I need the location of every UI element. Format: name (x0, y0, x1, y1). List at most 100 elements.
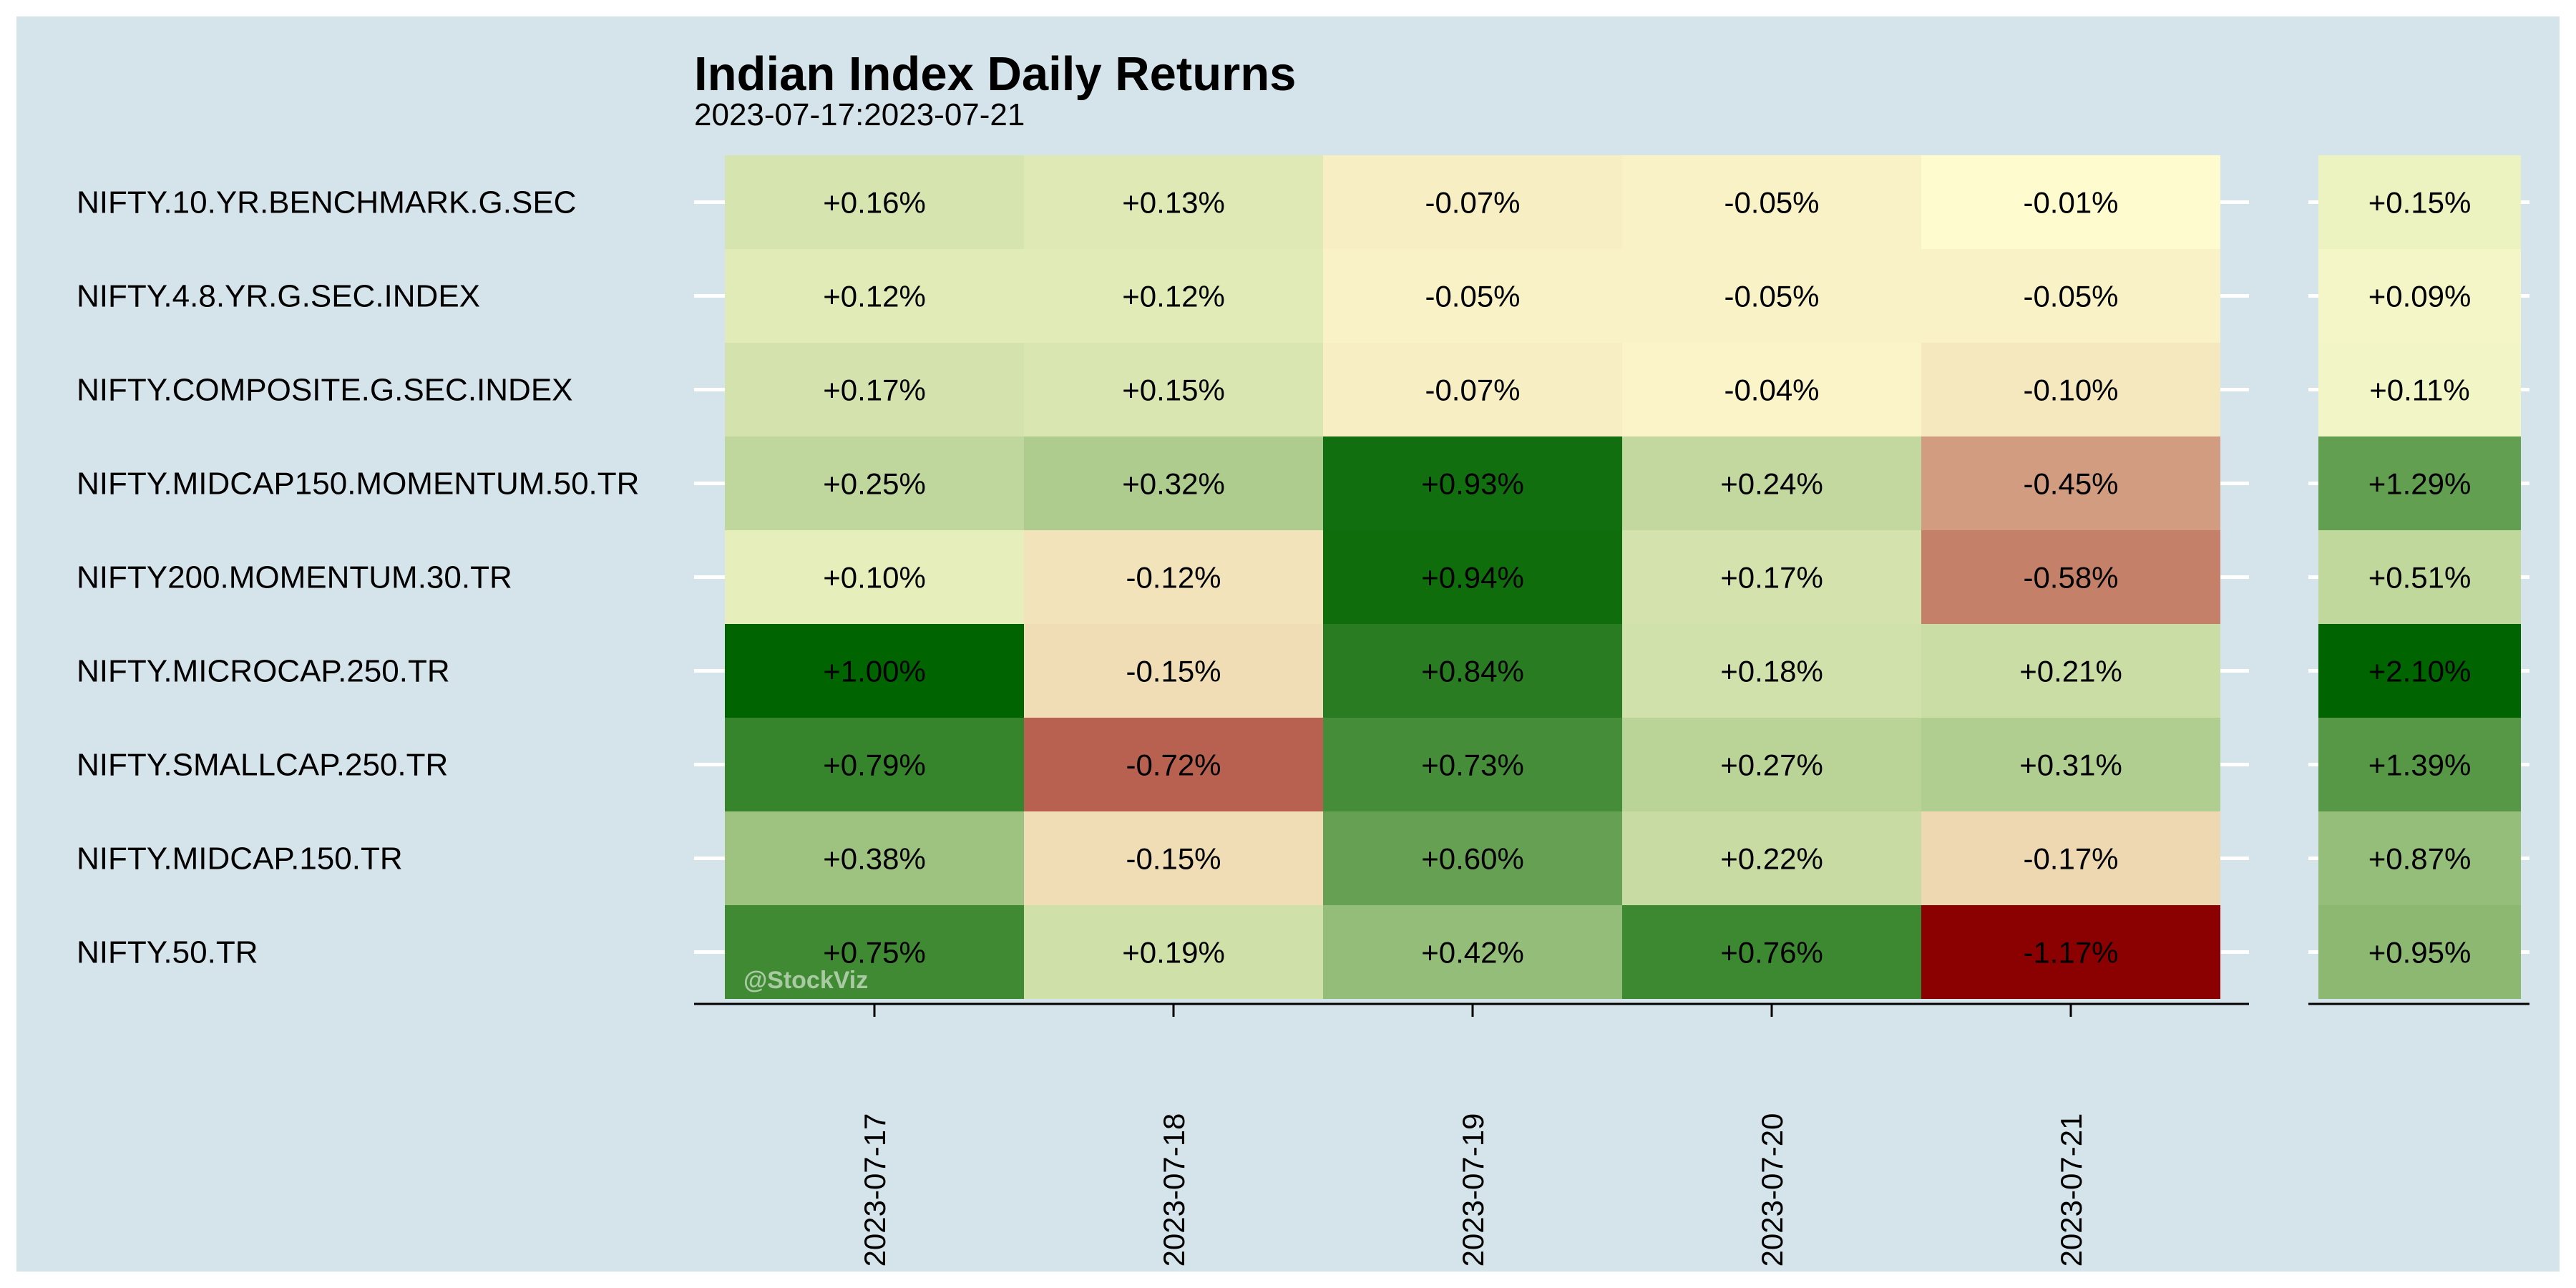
heatmap-cell (1024, 624, 1323, 718)
heatmap-cell (1024, 343, 1323, 436)
heatmap-cell (1622, 155, 1921, 249)
cell-value-label: +0.19% (1122, 936, 1225, 970)
heatmap-cell (725, 624, 1024, 718)
heatmap-cell (1921, 624, 2220, 718)
cell-value-label: +0.21% (2019, 655, 2122, 688)
heatmap-cell (1921, 530, 2220, 624)
total-cell (2318, 718, 2521, 811)
cell-value-label: -0.05% (1724, 280, 1819, 313)
cell-value-label: +0.42% (1421, 936, 1524, 970)
cell-value-label: +0.10% (823, 561, 926, 595)
heatmap-chart: Indian Index Daily Returns 2023-07-17:20… (77, 47, 2529, 1267)
row-label: NIFTY.4.8.YR.G.SEC.INDEX (77, 279, 480, 314)
cell-value-label: +0.25% (823, 467, 926, 501)
row-label: NIFTY.MIDCAP.150.TR (77, 841, 403, 877)
cell-value-label: +0.79% (823, 748, 926, 782)
heatmap-cell (1024, 530, 1323, 624)
heatmap-cell (1921, 155, 2220, 249)
cell-value-label: +0.75% (823, 936, 926, 970)
cell-value-label: +0.13% (1122, 186, 1225, 220)
heatmap-cell (725, 905, 1024, 999)
heatmap-cell (1921, 811, 2220, 905)
cell-value-label: +0.15% (1122, 374, 1225, 407)
chart-title: Indian Index Daily Returns (694, 47, 1296, 101)
heatmap-cells: +0.16% +0.13% -0.07% -0.05% -0.01% +0.12% +0.1… (725, 155, 2220, 999)
heatmap-cell (725, 343, 1024, 436)
cell-value-label: -0.10% (2023, 374, 2118, 407)
cell-value-label: -0.05% (2023, 280, 2118, 313)
cell-value-label: +0.84% (1421, 655, 1524, 688)
total-cell (2318, 343, 2521, 436)
row-label: NIFTY.MICROCAP.250.TR (77, 654, 450, 689)
row-label: NIFTY.SMALLCAP.250.TR (77, 748, 448, 783)
cell-value-label: +0.24% (1720, 467, 1823, 501)
cell-value-label: +0.38% (823, 842, 926, 876)
cell-value-label: -0.01% (2023, 186, 2118, 220)
heatmap-cell (1323, 249, 1622, 343)
cell-value-label: +0.16% (823, 186, 926, 220)
heatmap-cell (725, 718, 1024, 811)
x-tick-label: 2023-07-20 (1755, 1113, 1789, 1267)
total-cell (2318, 811, 2521, 905)
heatmap-cell (1622, 811, 1921, 905)
row-label: NIFTY.MIDCAP150.MOMENTUM.50.TR (77, 467, 639, 502)
heatmap-cell (1323, 811, 1622, 905)
total-value-label: +1.29% (2368, 467, 2472, 501)
cell-value-label: -0.17% (2023, 842, 2118, 876)
heatmap-cell (1024, 436, 1323, 530)
cell-value-label: -0.58% (2023, 561, 2118, 595)
cell-value-label: +0.12% (1122, 280, 1225, 313)
cell-value-label: -0.04% (1724, 374, 1819, 407)
heatmap-cell (1622, 624, 1921, 718)
heatmap-cell (1921, 343, 2220, 436)
cell-value-label: -0.15% (1126, 842, 1221, 876)
heatmap-cell (1622, 718, 1921, 811)
cell-value-label: -0.05% (1724, 186, 1819, 220)
row-label: NIFTY200.MOMENTUM.30.TR (77, 560, 512, 595)
total-value-label: +1.39% (2368, 748, 2472, 782)
watermark: @StockViz (743, 967, 868, 994)
heatmap-cell (725, 436, 1024, 530)
cell-value-label: -0.07% (1425, 374, 1520, 407)
cell-value-label: +0.93% (1421, 467, 1524, 501)
cell-value-label: +0.18% (1720, 655, 1823, 688)
heatmap-cell (1323, 530, 1622, 624)
heatmap-cell (1622, 436, 1921, 530)
heatmap-cell (1323, 718, 1622, 811)
cell-value-label: +0.12% (823, 280, 926, 313)
cell-value-label: +0.27% (1720, 748, 1823, 782)
total-value-label: +0.87% (2368, 842, 2472, 876)
heatmap-cell (1024, 811, 1323, 905)
total-value-label: +0.09% (2368, 280, 2472, 313)
heatmap-cell (1921, 718, 2220, 811)
heatmap-cell (1323, 436, 1622, 530)
heatmap-cell (1622, 249, 1921, 343)
heatmap-cell (725, 530, 1024, 624)
heatmap-cell (1024, 905, 1323, 999)
row-label: NIFTY.COMPOSITE.G.SEC.INDEX (77, 373, 573, 408)
chart-subtitle: 2023-07-17:2023-07-21 (694, 97, 1025, 132)
heatmap-cell (1323, 905, 1622, 999)
heatmap-cell (725, 249, 1024, 343)
cell-value-label: -0.05% (1425, 280, 1520, 313)
total-value-label: +0.95% (2368, 936, 2472, 970)
total-value-label: +0.15% (2368, 186, 2472, 220)
row-label: NIFTY.50.TR (77, 935, 258, 970)
heatmap-cell (1323, 155, 1622, 249)
chart-panel: Indian Index Daily Returns 2023-07-17:20… (16, 16, 2560, 1272)
heatmap-cell (1024, 718, 1323, 811)
heatmap-cell (725, 155, 1024, 249)
row-label: NIFTY.10.YR.BENCHMARK.G.SEC (77, 185, 576, 220)
heatmap-cell (1024, 155, 1323, 249)
cell-value-label: +1.00% (823, 655, 926, 688)
heatmap-cell (1323, 624, 1622, 718)
x-tick-labels: 2023-07-17 2023-07-18 2023-07-19 2023-07-20… (858, 1004, 2088, 1267)
heatmap-cell (1921, 249, 2220, 343)
cell-value-label: +0.60% (1421, 842, 1524, 876)
total-cell (2318, 249, 2521, 343)
heatmap-cell (1921, 436, 2220, 530)
total-cell (2318, 530, 2521, 624)
x-tick-label: 2023-07-17 (858, 1113, 892, 1267)
total-value-label: +0.11% (2369, 374, 2470, 407)
heatmap-cell (1323, 343, 1622, 436)
